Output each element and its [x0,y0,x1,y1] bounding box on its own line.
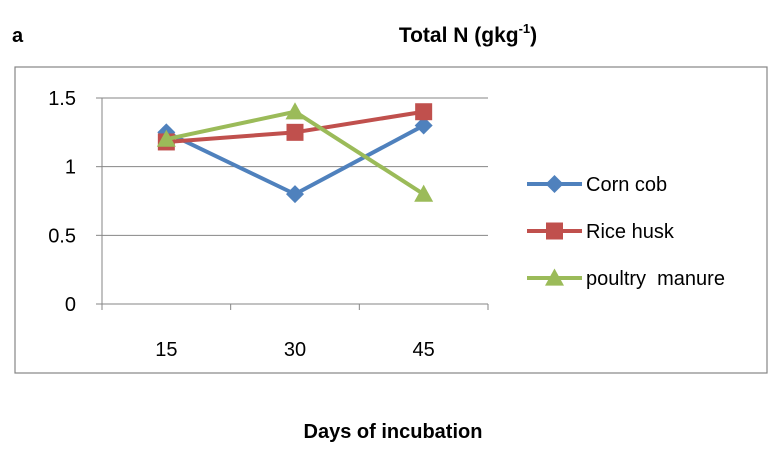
y-tick-label: 1.5 [48,88,76,110]
legend-marker-rice-husk [546,222,563,240]
chart-title-main: Total N (gkg [399,24,519,47]
plot-area: 0 0.5 1 1.5 15 30 45 [48,88,489,361]
data-point-poultry-manure [414,184,434,202]
x-axis-label: Days of incubation [304,421,483,443]
legend-marker-poultry-manure [545,268,564,286]
legend-label-poultry-manure: poultry manure [586,268,725,290]
x-tick-label: 15 [155,339,177,361]
data-point-rice-husk [415,103,433,121]
legend-label-rice-husk: Rice husk [586,221,675,243]
chart-title-suffix: ) [530,24,537,47]
panel-label: a [12,25,24,47]
data-point-poultry-manure [285,102,305,120]
data-point-poultry-manure [156,129,176,147]
y-tick-label: 0 [65,294,76,316]
x-tick-label: 45 [413,339,435,361]
legend-label-corn-cob: Corn cob [586,174,667,196]
data-point-rice-husk [286,123,304,141]
y-tick-label: 0.5 [48,225,76,247]
data-point-corn-cob [414,116,433,135]
data-point-corn-cob [286,185,304,204]
legend: Corn cob Rice husk poultry manure [527,174,725,290]
y-tick-label: 1 [65,157,76,179]
legend-marker-corn-cob [545,175,564,193]
chart-area-border [14,66,768,374]
x-tick-label: 30 [284,339,306,361]
chart-title-superscript: -1 [519,21,531,36]
chart-title: Total N (gkg-1) [399,21,537,47]
